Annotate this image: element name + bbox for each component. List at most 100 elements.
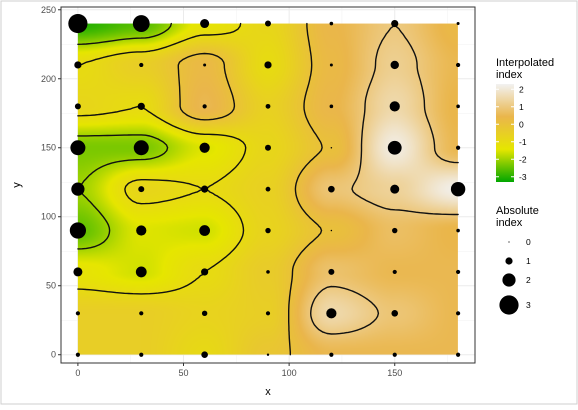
index-point xyxy=(456,62,461,68)
size-legend-key xyxy=(508,241,510,243)
index-point xyxy=(392,352,397,357)
index-point xyxy=(329,21,334,26)
index-point xyxy=(201,351,208,359)
index-point xyxy=(265,227,271,234)
size-legend-title: Absolute index xyxy=(496,205,539,229)
index-point xyxy=(266,270,270,274)
index-point xyxy=(330,146,333,149)
index-point xyxy=(390,184,400,194)
index-point xyxy=(139,311,144,316)
index-point xyxy=(71,182,85,196)
index-point xyxy=(456,22,460,26)
y-axis-title: y xyxy=(11,182,23,188)
index-point xyxy=(138,186,145,193)
x-tick-label: 50 xyxy=(179,368,189,378)
index-point xyxy=(132,15,150,32)
colorbar-label: -1 xyxy=(519,137,527,147)
index-point xyxy=(137,102,145,110)
colorbar-label: 2 xyxy=(519,84,524,94)
index-point xyxy=(456,311,461,316)
contour-line xyxy=(77,22,172,250)
x-axis-title: x xyxy=(265,386,271,398)
index-point xyxy=(266,353,270,356)
index-point xyxy=(70,140,86,156)
index-point xyxy=(265,144,271,151)
size-legend-key xyxy=(499,295,519,315)
index-point xyxy=(133,140,149,156)
index-point xyxy=(203,63,207,67)
index-point xyxy=(456,145,461,150)
contour-lines xyxy=(77,22,459,356)
index-point xyxy=(456,352,461,357)
index-point xyxy=(392,269,397,275)
x-tick-label: 150 xyxy=(387,368,402,378)
contour-line xyxy=(77,22,247,295)
colorbar-label: 0 xyxy=(519,119,524,129)
index-point xyxy=(392,227,398,234)
size-legend-key xyxy=(502,273,516,287)
color-legend-title: Interpolated index xyxy=(496,57,554,81)
index-point xyxy=(200,19,210,29)
index-point xyxy=(456,228,460,233)
index-point xyxy=(389,101,400,112)
index-point xyxy=(391,310,399,317)
index-point xyxy=(201,185,209,193)
index-point xyxy=(328,185,335,193)
index-point xyxy=(390,60,399,70)
index-point xyxy=(201,268,209,276)
index-point xyxy=(329,63,333,67)
index-point xyxy=(264,61,272,69)
colorbar-label: 1 xyxy=(519,102,524,112)
index-point xyxy=(265,20,271,27)
index-point xyxy=(75,352,80,357)
colorbar-label: -3 xyxy=(519,172,527,182)
index-point xyxy=(265,186,271,192)
x-tick-label: 100 xyxy=(282,368,297,378)
index-point xyxy=(456,104,460,109)
contour-line xyxy=(177,22,323,356)
size-legend-label: 2 xyxy=(526,275,531,285)
plot-panel xyxy=(60,6,476,364)
y-axis: 0 50 100 150 200 250 xyxy=(41,5,61,360)
index-point xyxy=(330,229,333,232)
index-point xyxy=(202,104,207,109)
index-point xyxy=(450,181,466,197)
size-legend-label: 0 xyxy=(526,237,531,247)
y-tick-label: 200 xyxy=(41,74,56,84)
index-point xyxy=(69,222,86,239)
index-point xyxy=(329,352,334,357)
index-point xyxy=(326,308,337,319)
size-legend-label: 1 xyxy=(526,256,531,266)
x-axis: 0 50 100 150 xyxy=(75,363,402,378)
index-point xyxy=(391,19,399,28)
index-point xyxy=(199,225,211,236)
y-tick-label: 50 xyxy=(46,281,56,291)
color-legend: Interpolated index 2 1 0 -1 -2 -3 xyxy=(496,57,554,182)
y-tick-label: 100 xyxy=(41,212,56,222)
index-point xyxy=(74,103,81,110)
colorbar-label: -2 xyxy=(519,154,527,164)
contour-line xyxy=(310,22,459,335)
y-tick-label: 250 xyxy=(41,5,56,15)
index-point xyxy=(387,140,402,155)
index-point xyxy=(199,142,210,153)
index-point xyxy=(328,268,335,275)
size-legend-label: 3 xyxy=(526,300,531,310)
size-legend: Absolute index 0 1 2 3 xyxy=(496,205,539,315)
size-legend-key xyxy=(505,257,513,265)
colorbar xyxy=(496,84,514,182)
panel-border xyxy=(60,6,476,364)
index-point xyxy=(68,13,88,34)
index-point xyxy=(75,311,80,316)
y-tick-label: 150 xyxy=(41,143,56,153)
y-tick-label: 0 xyxy=(51,350,56,360)
index-point xyxy=(135,266,147,278)
index-point xyxy=(456,269,461,275)
index-point xyxy=(136,225,147,236)
index-point xyxy=(73,267,83,277)
index-point xyxy=(139,62,144,68)
index-point xyxy=(139,352,144,357)
index-point xyxy=(265,103,271,109)
x-tick-label: 0 xyxy=(75,368,80,378)
